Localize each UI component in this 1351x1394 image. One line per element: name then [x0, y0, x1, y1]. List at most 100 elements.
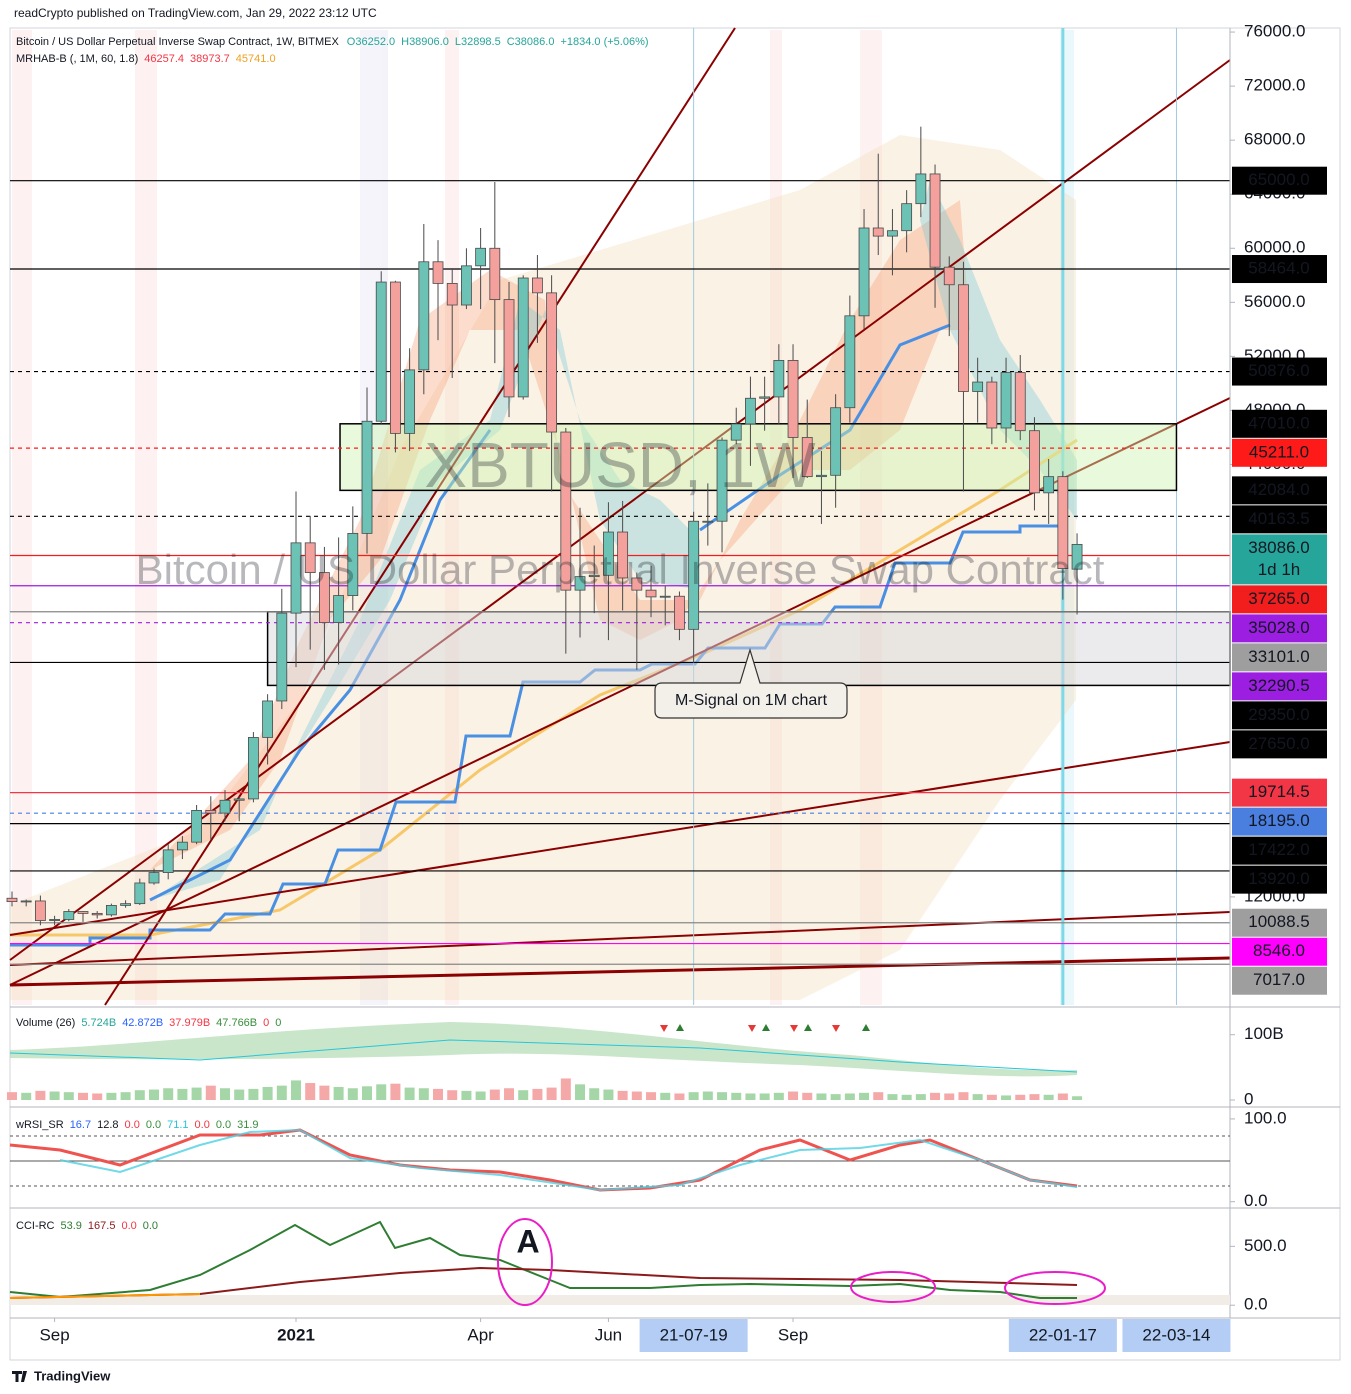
wrsi-value: 0.0 — [216, 1119, 231, 1131]
candle-body — [617, 531, 629, 579]
candle-body — [319, 572, 330, 623]
rsi-line — [9, 1128, 1078, 1192]
volume-value: 0 — [275, 1017, 281, 1029]
candle-body — [219, 799, 231, 814]
candle-body — [134, 882, 146, 905]
volume-bar — [873, 1092, 884, 1100]
cci-annotation: A — [516, 1223, 539, 1259]
signal-line — [699, 323, 951, 532]
volume-bar — [816, 1093, 827, 1100]
volume-bar — [702, 1091, 713, 1100]
candle-body — [6, 897, 18, 903]
stripe — [445, 30, 459, 1005]
ohlc-value: H38906.0 — [401, 36, 449, 48]
price-label-box — [1232, 836, 1327, 865]
volume-bar — [220, 1088, 231, 1100]
signal-line — [149, 429, 492, 902]
volume-bar — [1072, 1096, 1083, 1100]
price-label-box — [1232, 701, 1327, 730]
candle-body — [532, 277, 543, 294]
candle-body — [972, 381, 984, 392]
volume-bar — [958, 1092, 969, 1100]
cci-title: CCI-RC — [16, 1220, 55, 1232]
candle-body — [304, 542, 316, 573]
candle-body — [49, 919, 60, 921]
price-label: 37265.0 — [1248, 589, 1309, 608]
trend-line — [9, 911, 1231, 966]
cci-line — [9, 1220, 1077, 1299]
volume-bar — [915, 1094, 926, 1100]
volume-bar — [489, 1089, 500, 1100]
candle-body — [233, 798, 245, 801]
volume-bar — [177, 1088, 188, 1100]
candle-body — [560, 431, 572, 591]
volume-bar — [205, 1085, 216, 1100]
candle-body — [475, 247, 487, 267]
trend-line — [9, 397, 1231, 986]
volume-bars — [6, 1078, 1083, 1100]
price-label-box — [1232, 937, 1327, 966]
price-label-box — [1232, 614, 1327, 643]
y-tick-label: 76000.0 — [1244, 22, 1305, 41]
trend-line — [9, 741, 1231, 936]
candle-body — [773, 360, 785, 398]
price-label: 8546.0 — [1253, 941, 1305, 960]
cci-value: 0.0 — [121, 1220, 136, 1232]
volume-value: 37.979B — [169, 1017, 210, 1029]
price-label-box — [1232, 409, 1327, 438]
volume-bar — [731, 1092, 742, 1100]
arrow-up — [676, 1024, 684, 1031]
volume-value: 42.872B — [122, 1017, 163, 1029]
symbol-legend: Bitcoin / US Dollar Perpetual Inverse Sw… — [16, 36, 649, 48]
volume-bar — [717, 1092, 728, 1100]
volume-bar — [163, 1088, 174, 1100]
x-tick-label: 21-07-19 — [660, 1325, 728, 1344]
candle-body — [404, 369, 416, 434]
frame — [9, 27, 1341, 1361]
price-label-box — [1232, 166, 1327, 195]
volume-bar — [319, 1085, 330, 1100]
axes: 76000.072000.068000.064000.060000.056000… — [39, 22, 1327, 1352]
arrow-up — [804, 1024, 812, 1031]
volume-bar — [92, 1093, 103, 1100]
volume-bar — [433, 1088, 444, 1100]
candle-body — [148, 872, 160, 884]
candle-body — [489, 247, 501, 301]
price-label-box — [1232, 672, 1327, 701]
y-tick-label: 0.0 — [1244, 1295, 1268, 1314]
price-label-box — [1232, 778, 1327, 807]
price-label: 58464.0 — [1248, 259, 1309, 278]
volume-bar — [1057, 1093, 1068, 1100]
volume-bar — [773, 1092, 784, 1100]
volume-bar — [802, 1092, 813, 1100]
candle-body — [858, 227, 870, 317]
volume-bar — [887, 1094, 898, 1100]
indicator-value: 45741.0 — [236, 53, 276, 65]
trend-line — [9, 59, 1231, 961]
x-tick-label: Sep — [778, 1325, 808, 1344]
candles — [6, 126, 1083, 926]
candle-body — [1043, 476, 1055, 494]
price-label: 38086.0 — [1248, 538, 1309, 557]
indicator-legend: MRHAB-B (, 1M, 60, 1.8) 46257.4 38973.7 457… — [16, 53, 276, 65]
candle-body — [759, 396, 771, 399]
candle-body — [1000, 372, 1012, 429]
price-label-box — [1232, 966, 1327, 995]
highlight-ellipse — [850, 1271, 936, 1303]
y-tick-label: 68000.0 — [1244, 130, 1305, 149]
candle-body — [830, 407, 842, 476]
indicator-value: 46257.4 — [144, 53, 184, 65]
volume-ma-band — [10, 1022, 1077, 1077]
candle-body — [63, 911, 75, 920]
price-label: 13920.0 — [1248, 869, 1309, 888]
candle-body — [290, 542, 302, 614]
volume-bar — [646, 1092, 657, 1100]
y-tick-label: 0.0 — [1244, 1191, 1268, 1210]
volume-bar — [986, 1094, 997, 1100]
candle-body — [1014, 372, 1026, 432]
candle-body — [503, 299, 515, 398]
x-tick-highlight — [1122, 1319, 1231, 1352]
candle-body — [872, 227, 884, 237]
price-label: 27650.0 — [1248, 734, 1309, 753]
candle-body — [915, 173, 927, 205]
